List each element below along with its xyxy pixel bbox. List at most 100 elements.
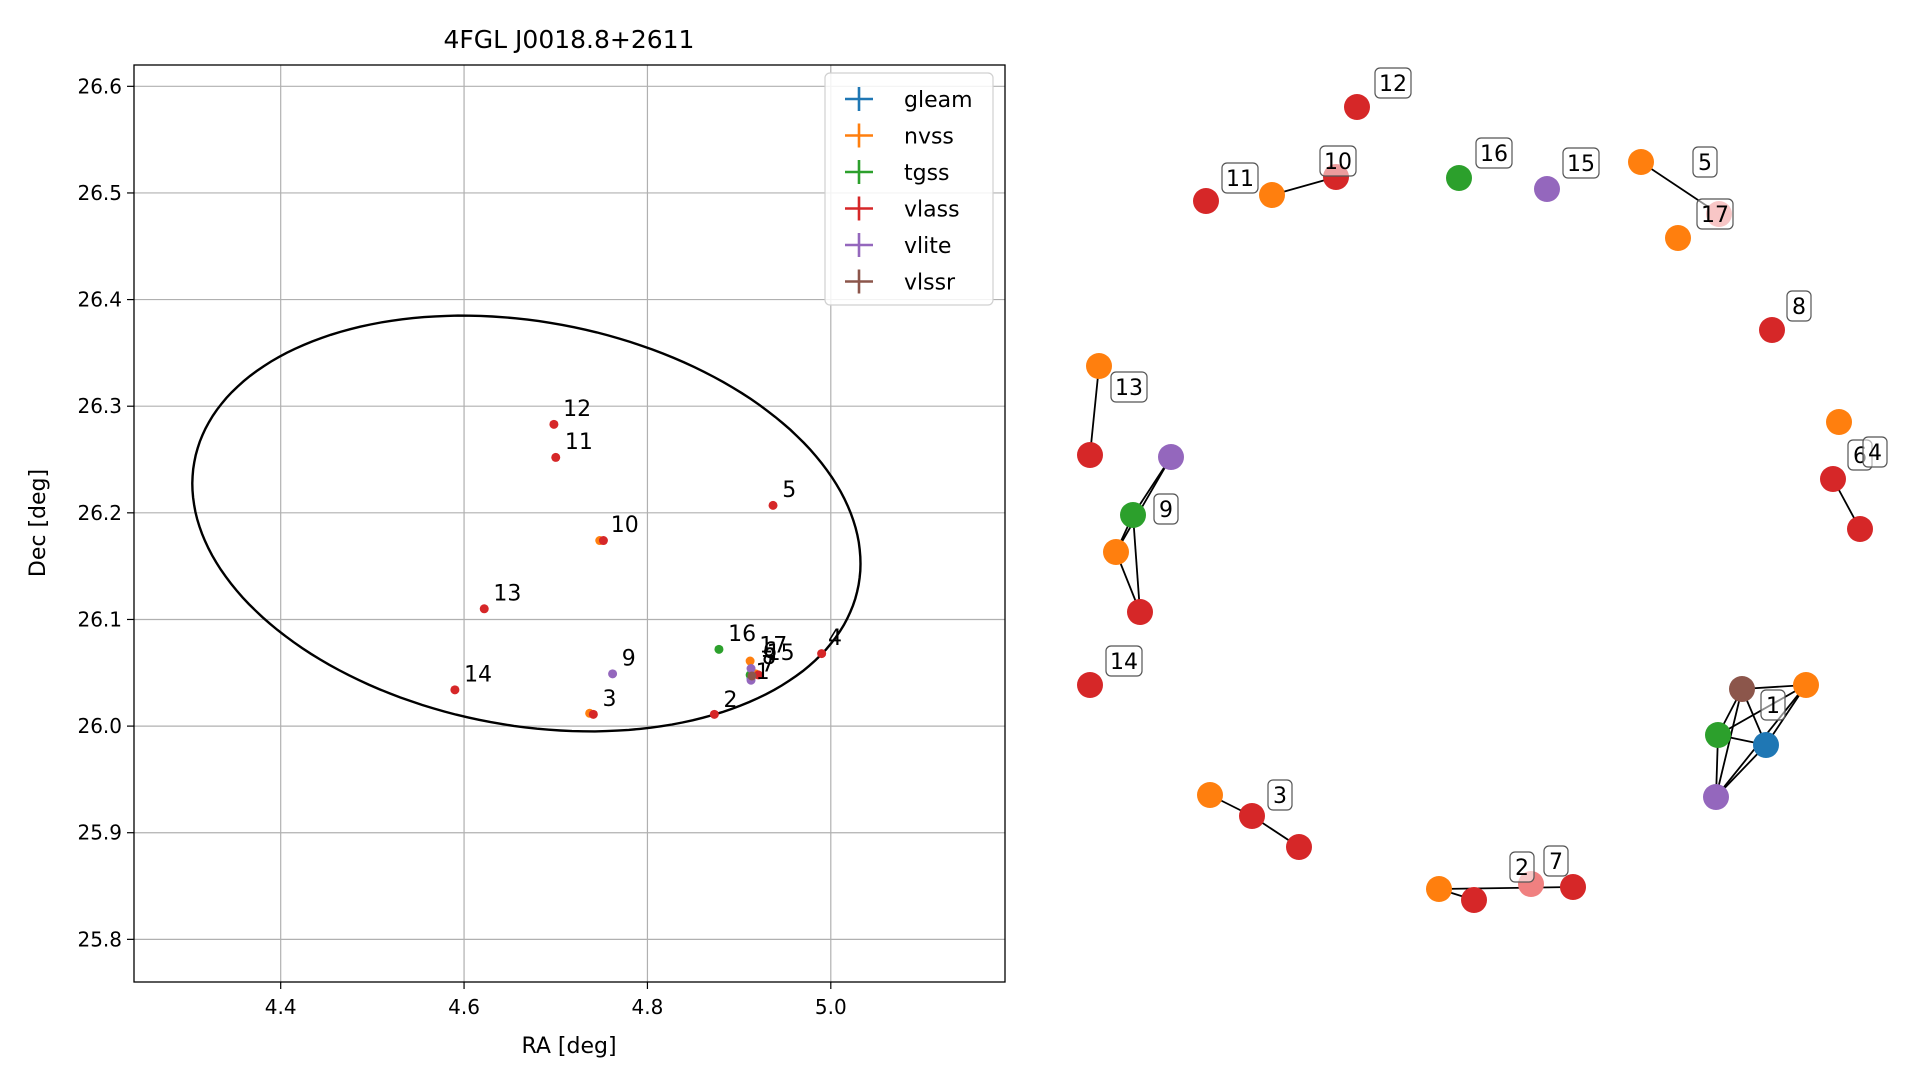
- network-edge: [1715, 688, 1743, 798]
- confidence-ellipse: [191, 314, 862, 733]
- axis-ticks: 4.4 4.6 4.8 5.0 25.8 25.9 26.0 26.1 26.2 26.3 26.4…: [77, 74, 846, 1019]
- network-node: [1628, 149, 1654, 175]
- data-point-vlass: [479, 604, 489, 614]
- legend: gleam nvss tgss vlass vlite vlssr: [824, 72, 994, 306]
- network-node: [1344, 94, 1370, 120]
- label-text: 9: [1159, 498, 1173, 523]
- legend-label: nvss: [904, 125, 954, 150]
- network-node: [1759, 317, 1785, 343]
- network-node: [1820, 466, 1846, 492]
- label-text: 7: [1549, 850, 1563, 875]
- network-node: [1461, 887, 1487, 913]
- network-node-label: 12: [1374, 67, 1412, 99]
- network-edge: [1115, 456, 1172, 553]
- point-label: 1: [756, 660, 770, 685]
- data-point-vlass: [588, 709, 598, 719]
- network-node-label: 1: [1760, 689, 1786, 721]
- point-label: 17: [759, 634, 787, 659]
- y-axis-label: Dec [deg]: [26, 469, 51, 577]
- network-node: [1077, 442, 1103, 468]
- network-edge: [1438, 886, 1574, 890]
- data-point-vlass: [817, 649, 827, 659]
- network-node: [1158, 444, 1184, 470]
- network-node-label: 14: [1105, 645, 1143, 677]
- y-tick-label: 26.5: [77, 181, 122, 205]
- network-node: [1239, 803, 1265, 829]
- network-node: [1847, 516, 1873, 542]
- label-box: [1862, 436, 1888, 468]
- chart-title: 4FGL J0018.8+2611: [444, 25, 695, 54]
- data-point-vlass: [549, 419, 559, 429]
- label-text: 13: [1115, 376, 1143, 401]
- label-box: [1562, 147, 1600, 179]
- label-box: [1543, 845, 1569, 877]
- network-node: [1793, 672, 1819, 698]
- label-text: 14: [1110, 650, 1138, 675]
- network-node-label: 4: [1862, 436, 1888, 468]
- y-tick-label: 26.3: [77, 394, 122, 418]
- network-node-label: 9: [1153, 493, 1179, 525]
- network-node: [1127, 599, 1153, 625]
- network-node-label: 10: [1319, 145, 1357, 177]
- label-text: 2: [1515, 856, 1529, 881]
- network-node-label: 5: [1692, 146, 1718, 178]
- label-text: 5: [1698, 151, 1712, 176]
- data-point-vlass: [709, 709, 719, 719]
- point-label: 3: [603, 687, 617, 712]
- point-label: 9: [622, 646, 636, 671]
- network-node: [1197, 782, 1223, 808]
- label-box: [1267, 779, 1293, 811]
- point-label: 12: [563, 397, 591, 422]
- point-label: 6: [763, 639, 777, 664]
- plot-frame: [133, 64, 1006, 983]
- x-tick-label: 5.0: [815, 995, 847, 1019]
- label-box: [1475, 137, 1513, 169]
- x-tick-label: 4.8: [632, 995, 664, 1019]
- point-label: 16: [728, 622, 756, 647]
- point-label: 13: [493, 581, 521, 606]
- network-node-label: 13: [1110, 371, 1148, 403]
- legend-entry-vlssr: vlssr: [845, 269, 956, 296]
- label-text: 17: [1701, 203, 1729, 228]
- network-node-label: 2: [1509, 851, 1535, 883]
- y-tick-label: 26.4: [77, 288, 122, 312]
- network-node: [1665, 225, 1691, 251]
- network-node: [1193, 188, 1219, 214]
- point-label: 7: [761, 653, 775, 678]
- network-node: [1120, 502, 1146, 528]
- y-tick-label: 26.6: [77, 74, 122, 98]
- data-points: [450, 419, 827, 719]
- y-tick-label: 26.0: [77, 714, 122, 738]
- data-point-vlite: [608, 669, 618, 679]
- data-point-vlssr: [747, 671, 757, 681]
- legend-entry-vlass: vlass: [845, 196, 960, 223]
- network-node-label: 17: [1696, 198, 1734, 230]
- label-text: 12: [1379, 72, 1407, 97]
- scatter-plot: 4.4 4.6 4.8 5.0 25.8 25.9 26.0 26.1 26.2 26.3 26.4…: [26, 25, 1006, 1059]
- point-label: 2: [724, 688, 738, 713]
- label-box: [1319, 145, 1357, 177]
- data-point-vlass: [768, 500, 778, 510]
- label-box: [1509, 851, 1535, 883]
- label-box: [1760, 689, 1786, 721]
- network-node: [1286, 834, 1312, 860]
- label-box: [1105, 645, 1143, 677]
- label-text: 15: [1567, 152, 1595, 177]
- data-point-vlass: [450, 685, 460, 695]
- network-edge: [1132, 514, 1141, 613]
- data-point-vlite: [746, 664, 756, 674]
- label-text: 8: [1792, 295, 1806, 320]
- network-node: [1259, 182, 1285, 208]
- label-box: [1786, 290, 1812, 322]
- y-tick-label: 25.9: [77, 821, 122, 845]
- label-text: 3: [1273, 784, 1287, 809]
- point-label: 14: [464, 662, 492, 687]
- network-node: [1446, 165, 1472, 191]
- legend-label: vlssr: [904, 271, 956, 296]
- x-tick-label: 4.6: [448, 995, 480, 1019]
- y-tick-label: 26.1: [77, 607, 122, 631]
- legend-label: gleam: [904, 88, 973, 113]
